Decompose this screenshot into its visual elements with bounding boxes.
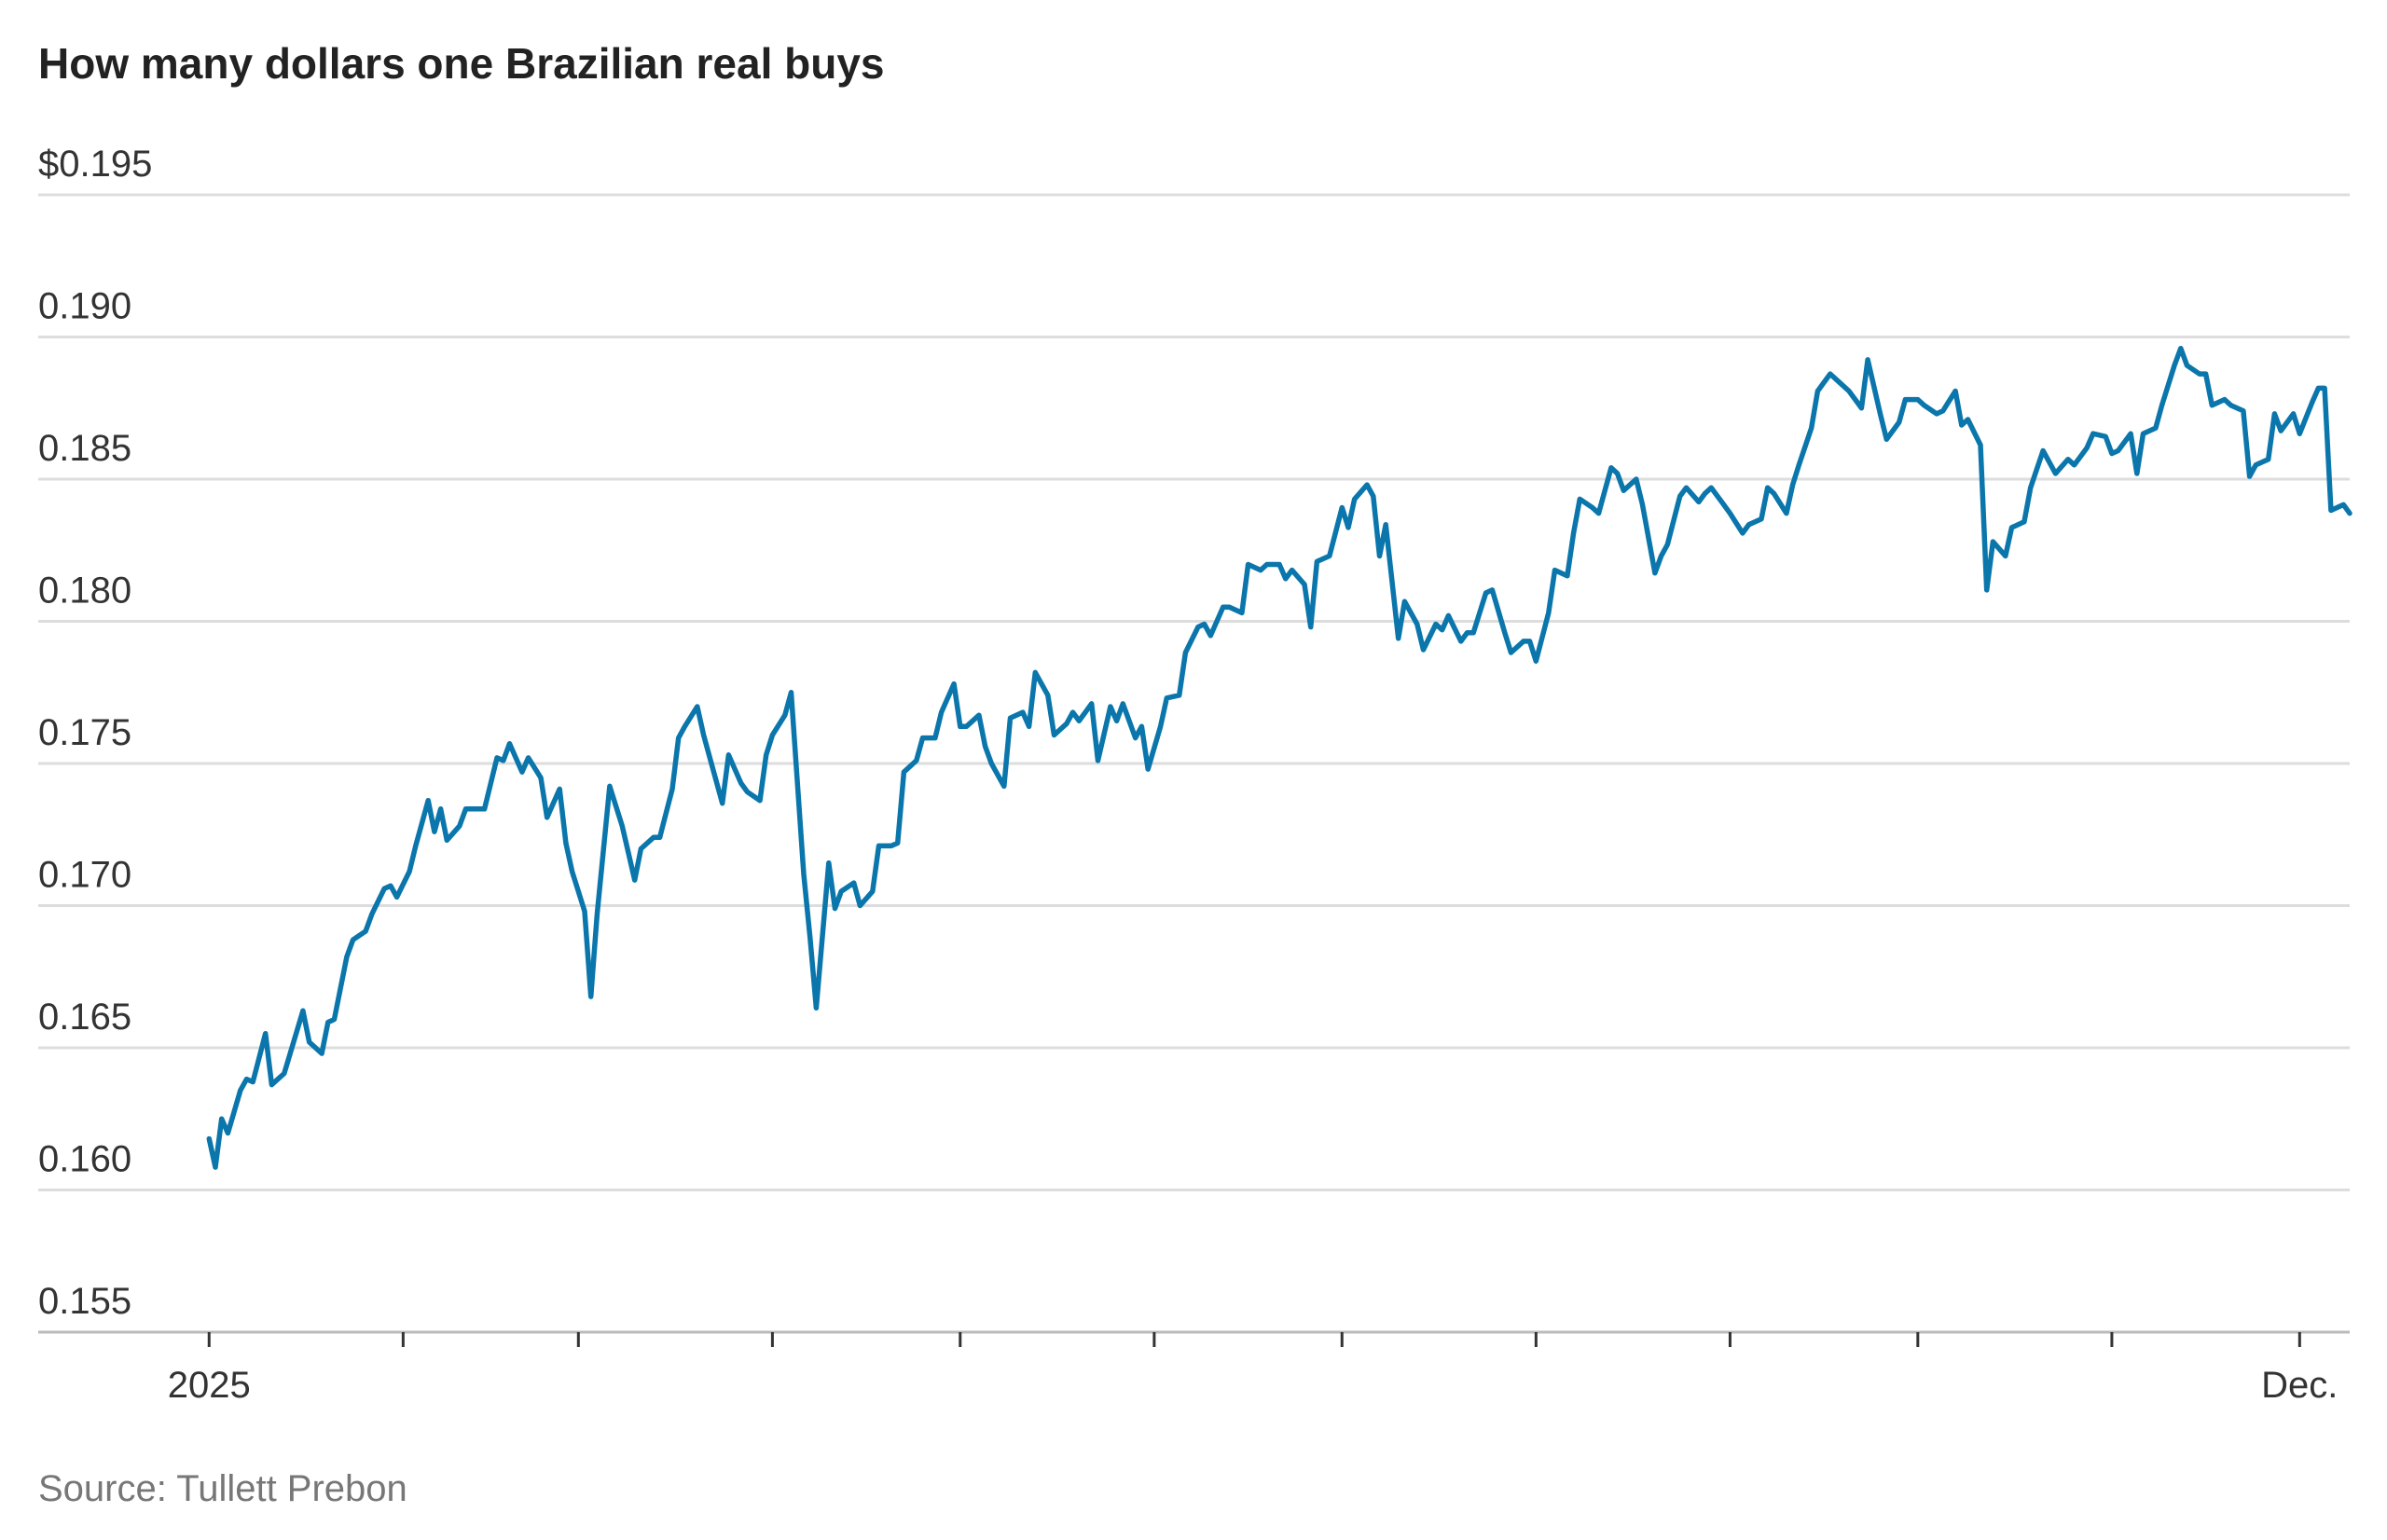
data-line (206, 345, 2353, 1170)
y-tick-label: 0.190 (38, 286, 131, 327)
x-tick-label: 2025 (168, 1365, 251, 1406)
y-tick-label: $0.195 (38, 144, 152, 185)
y-tick-label: 0.175 (38, 712, 131, 753)
x-tick-label: Dec. (2261, 1365, 2338, 1406)
y-tick-label: 0.170 (38, 855, 131, 896)
chart-title: How many dollars one Brazilian real buys (38, 39, 885, 88)
y-tick-label: 0.165 (38, 997, 131, 1038)
y-tick-label: 0.180 (38, 571, 131, 612)
source-note: Source: Tullett Prebon (38, 1468, 407, 1509)
y-tick-label: 0.155 (38, 1281, 131, 1322)
y-tick-label: 0.160 (38, 1139, 131, 1180)
y-tick-label: 0.185 (38, 428, 131, 469)
